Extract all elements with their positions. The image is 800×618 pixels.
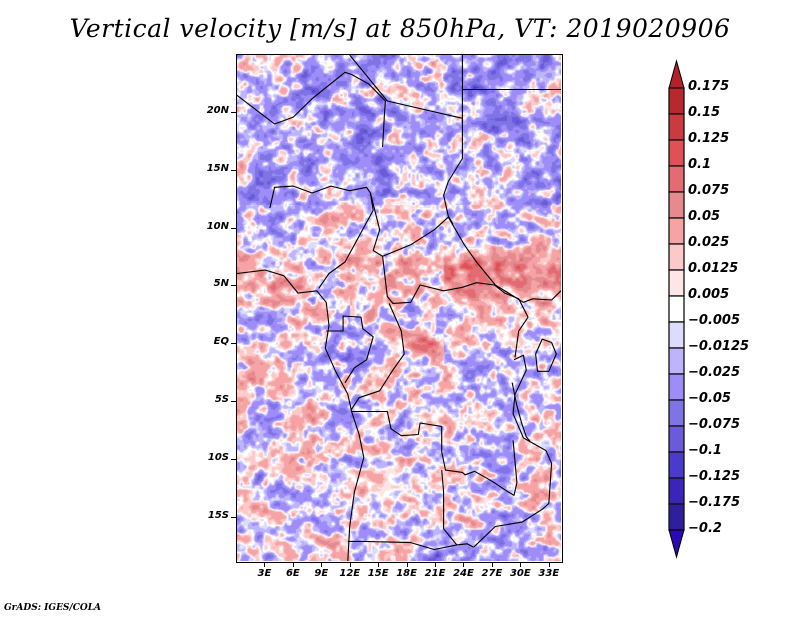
border-uganda-drc (514, 316, 529, 358)
colorbar-label: 0.175 (688, 79, 730, 94)
x-tick-mark (264, 563, 266, 567)
colorbar-label: −0.1 (688, 443, 722, 458)
colorbar-cell (668, 191, 685, 219)
y-tick-mark (231, 227, 236, 229)
x-tick-mark (463, 563, 465, 567)
y-tick-mark (231, 516, 236, 518)
colorbar-cell (668, 295, 685, 323)
x-tick-label: 33E (538, 568, 560, 579)
colorbar-label: 0.075 (688, 183, 730, 198)
border-congo-drc (351, 303, 405, 410)
colorbar-cell (668, 87, 685, 115)
y-tick-mark (231, 111, 236, 113)
y-tick-label: 10N (206, 220, 229, 232)
colorbar-label: 0.1 (688, 157, 712, 172)
colorbar-bottom-arrow (668, 529, 685, 559)
colorbar-cell (668, 165, 685, 193)
colorbar-label: −0.05 (688, 391, 731, 406)
colorbar-cell (668, 451, 685, 479)
x-tick-label: 6E (285, 568, 300, 579)
x-tick-label: 18E (396, 568, 417, 579)
colorbar-cell (668, 217, 685, 245)
colorbar-cell (668, 139, 685, 167)
colorbar-cell (668, 347, 685, 375)
colorbar-label: −0.025 (688, 365, 741, 380)
border-angola-namibia (347, 540, 474, 551)
colorbar-cell (668, 269, 685, 297)
x-tick-label: 12E (339, 568, 361, 579)
border-chad-cameroon-car (369, 192, 561, 303)
border-chad-sudan (443, 118, 463, 225)
x-tick-label: 21E (424, 568, 446, 579)
colorbar-label: 0.0125 (688, 261, 739, 276)
x-tick-mark (292, 563, 294, 567)
x-tick-mark (378, 563, 380, 567)
y-tick-label: EQ (213, 336, 229, 348)
colorbar-label: 0.15 (688, 105, 721, 120)
y-tick-label: 20N (206, 104, 229, 116)
y-tick-label: 5N (213, 278, 229, 290)
x-tick-mark (406, 563, 408, 567)
x-tick-label: 30E (509, 568, 531, 579)
border-algeria-niger-libya (237, 71, 386, 148)
border-angola-zambia (441, 470, 458, 546)
colorbar-label: −0.005 (688, 313, 741, 328)
y-tick-label: 15S (207, 509, 229, 521)
border-car-drc (382, 256, 529, 318)
colorbar-label: 0.005 (688, 287, 730, 302)
y-tick-mark (231, 169, 236, 171)
x-tick-mark (435, 563, 437, 567)
y-tick-mark (231, 458, 236, 460)
x-tick-label: 24E (453, 568, 474, 579)
colorbar-label: 0.05 (688, 209, 721, 224)
colorbar-top-arrow (668, 59, 685, 89)
colorbar-cell (668, 399, 685, 427)
colorbar-label: −0.0125 (688, 339, 750, 354)
colorbar-label: −0.125 (688, 469, 741, 484)
border-nigeria-cameroon (318, 192, 374, 289)
border-gabon-congo (326, 315, 374, 384)
colorbar-label: 0.125 (688, 131, 730, 146)
y-tick-mark (231, 401, 236, 403)
y-tick-label: 15N (206, 162, 229, 174)
vertical-velocity-field (237, 55, 561, 561)
x-tick-mark (321, 563, 323, 567)
y-tick-mark (231, 285, 236, 287)
y-tick-label: 10S (207, 451, 229, 463)
coastline-west-africa (237, 269, 365, 561)
border-east-africa (512, 354, 553, 504)
colorbar-cell (668, 243, 685, 271)
colorbar-cell (668, 425, 685, 453)
colorbar-cell (668, 113, 685, 141)
x-tick-mark (349, 563, 351, 567)
x-tick-mark (520, 563, 522, 567)
x-tick-mark (491, 563, 493, 567)
country-borders (237, 55, 561, 561)
map-plot-area (236, 54, 563, 563)
colorbar-label: −0.2 (688, 521, 722, 536)
colorbar-cell (668, 321, 685, 349)
border-libya-chad-sudan (349, 55, 463, 119)
border-zambia-zimbabwe (473, 503, 550, 548)
colorbar-cell (668, 373, 685, 401)
colorbar-label: −0.075 (688, 417, 741, 432)
chart-title: Vertical velocity [m/s] at 850hPa, VT: 2… (69, 14, 731, 43)
x-tick-label: 27E (481, 568, 503, 579)
y-tick-mark (231, 343, 236, 345)
lake-victoria (535, 338, 557, 372)
border-drc-angola (351, 410, 518, 496)
border-niger-nigeria (269, 185, 371, 209)
y-tick-label: 5S (214, 394, 229, 406)
x-tick-label: 9E (314, 568, 329, 579)
colorbar-label: −0.175 (688, 495, 741, 510)
colorbar-cell (668, 503, 685, 531)
lake-tanganyika (511, 382, 531, 442)
x-tick-mark (548, 563, 550, 567)
x-tick-label: 3E (257, 568, 272, 579)
colorbar-label: 0.025 (688, 235, 730, 250)
grads-credit: GrADS: IGES/COLA (4, 603, 102, 613)
colorbar-cell (668, 477, 685, 505)
x-tick-label: 15E (367, 568, 389, 579)
